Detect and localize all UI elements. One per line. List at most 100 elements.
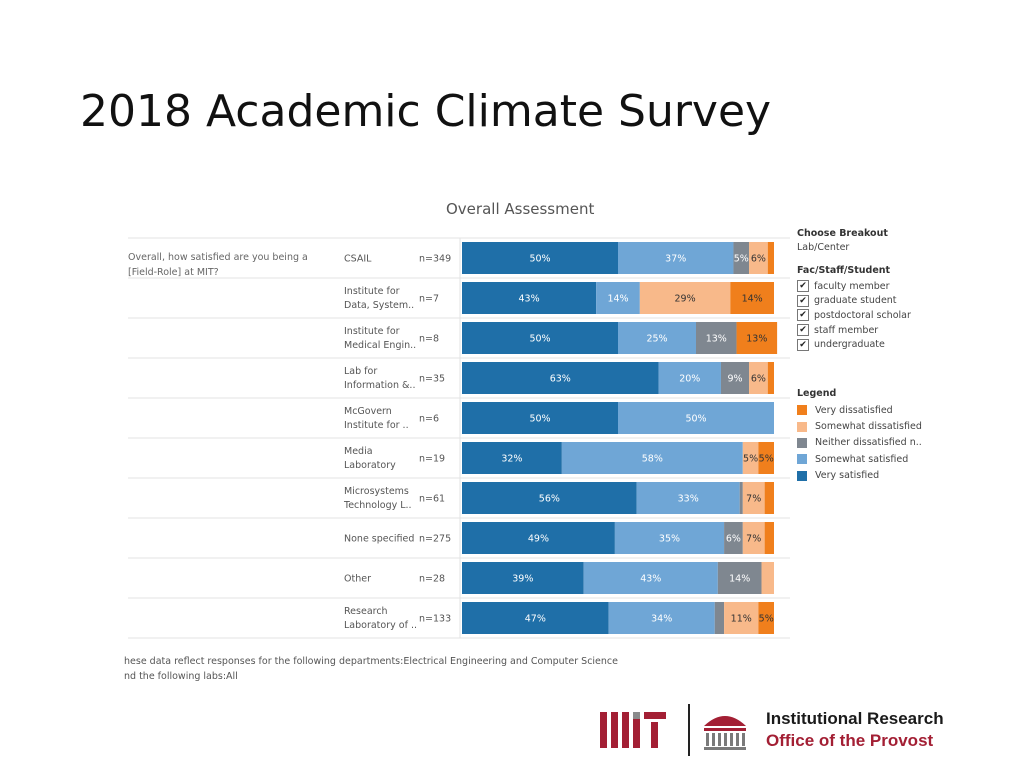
- data-label: 6%: [751, 254, 766, 265]
- legend-item: Very dissatisfied: [797, 402, 987, 418]
- category-label: CSAIL: [344, 254, 372, 265]
- footnote-line-1: hese data reflect responses for the foll…: [124, 656, 618, 667]
- filter-option[interactable]: ✔ undergraduate: [797, 337, 987, 352]
- data-label: 39%: [512, 574, 533, 585]
- bar-segment: [462, 242, 618, 274]
- sample-size-label: n=133: [419, 614, 451, 625]
- checkbox-icon[interactable]: ✔: [797, 338, 809, 351]
- bar-segment: [596, 282, 640, 314]
- bar-segment: [764, 522, 774, 554]
- bar-segment: [618, 242, 734, 274]
- legend-label: Very satisfied: [815, 470, 880, 482]
- bar-segment: [462, 602, 609, 634]
- data-label: 29%: [675, 294, 696, 305]
- slide-title: 2018 Academic Climate Survey: [80, 86, 772, 137]
- category-label: Institute for Data, System..: [344, 286, 414, 311]
- data-label: 43%: [519, 294, 540, 305]
- filter-option[interactable]: ✔ staff member: [797, 323, 987, 338]
- sample-size-label: n=349: [419, 254, 451, 265]
- data-label: 25%: [646, 334, 667, 345]
- bar-segment: [724, 522, 743, 554]
- checkbox-icon[interactable]: ✔: [797, 324, 809, 337]
- filter-label: staff member: [814, 324, 879, 336]
- legend-label: Somewhat dissatisfied: [815, 421, 922, 433]
- filter-label: undergraduate: [814, 339, 885, 351]
- bar-segment: [658, 362, 721, 394]
- survey-question: Overall, how satisfied are you being a […: [128, 252, 308, 278]
- bar-segment: [761, 562, 774, 594]
- data-label: 47%: [525, 614, 546, 625]
- data-label: 14%: [729, 574, 750, 585]
- bar-segment: [696, 322, 737, 354]
- bar-segment: [742, 522, 765, 554]
- data-label: 14%: [742, 294, 763, 305]
- legend-item: Somewhat dissatisfied: [797, 418, 987, 434]
- data-label: 7%: [746, 494, 761, 505]
- filter-list: ✔ faculty member ✔ graduate student ✔ postdoc…: [797, 279, 987, 352]
- data-label: 5%: [734, 254, 749, 265]
- data-label: 34%: [651, 614, 672, 625]
- checkbox-icon[interactable]: ✔: [797, 280, 809, 293]
- data-label: 50%: [529, 414, 550, 425]
- sample-size-label: n=8: [419, 334, 439, 345]
- bar-segment: [618, 402, 774, 434]
- chart-title: Overall Assessment: [446, 200, 595, 218]
- legend-header: Legend: [797, 387, 837, 399]
- control-panel: Choose Breakout Lab/Center Fac/Staff/Stu…: [797, 228, 987, 484]
- logo-line-2: Office of the Provost: [766, 731, 934, 750]
- data-label: 20%: [679, 374, 700, 385]
- sample-size-label: n=6: [419, 414, 439, 425]
- data-label: 13%: [746, 334, 767, 345]
- data-label: 13%: [706, 334, 727, 345]
- checkbox-icon[interactable]: ✔: [797, 309, 809, 322]
- bar-segment: [767, 362, 774, 394]
- mit-logo-icon: [600, 704, 746, 756]
- sample-size-label: n=19: [419, 454, 445, 465]
- filter-label: graduate student: [814, 295, 897, 307]
- data-label: 11%: [731, 614, 752, 625]
- legend-swatch: [797, 470, 807, 481]
- data-label: 50%: [529, 334, 550, 345]
- legend-swatch: [797, 454, 807, 465]
- filter-label: postdoctoral scholar: [814, 309, 911, 321]
- data-label: 33%: [678, 494, 699, 505]
- bar-segment: [764, 482, 774, 514]
- bar-segment: [717, 562, 762, 594]
- sample-size-label: n=275: [419, 534, 451, 545]
- legend-item: Neither dissatisfied n..: [797, 435, 987, 451]
- breakout-selector[interactable]: Lab/Center: [797, 242, 850, 253]
- breakout-header: Choose Breakout: [797, 228, 888, 239]
- bar-segment: [749, 242, 768, 274]
- bar-segment: [462, 522, 615, 554]
- category-label: Research Laboratory of ..: [344, 606, 417, 631]
- checkbox-icon[interactable]: ✔: [797, 294, 809, 307]
- data-label: 5%: [759, 454, 774, 465]
- footnote-line-2: nd the following labs:All: [124, 671, 238, 682]
- data-label: 49%: [528, 534, 549, 545]
- data-label: 6%: [726, 534, 741, 545]
- bar-segment: [730, 282, 774, 314]
- bar-segment: [720, 362, 750, 394]
- bar-segment: [739, 482, 743, 514]
- category-label: Other: [344, 574, 371, 585]
- sample-size-label: n=7: [419, 294, 439, 305]
- logo-line-1: Institutional Research: [766, 709, 944, 728]
- bar-segment: [618, 322, 696, 354]
- data-label: 50%: [685, 414, 706, 425]
- data-label: 9%: [727, 374, 742, 385]
- bar-segment: [462, 362, 659, 394]
- legend-swatch: [797, 421, 807, 432]
- filter-option[interactable]: ✔ faculty member: [797, 279, 987, 294]
- legend-label: Very dissatisfied: [815, 404, 893, 416]
- bar-segment: [462, 562, 584, 594]
- data-label: 5%: [743, 454, 758, 465]
- category-label: Institute for Medical Engin..: [344, 326, 416, 351]
- data-label: 5%: [759, 614, 774, 625]
- sample-size-label: n=61: [419, 494, 445, 505]
- bar-segment: [608, 602, 715, 634]
- filter-option[interactable]: ✔ postdoctoral scholar: [797, 308, 987, 323]
- bar-segment: [767, 242, 774, 274]
- sample-size-label: n=35: [419, 374, 445, 385]
- bar-segment: [733, 242, 750, 274]
- filter-option[interactable]: ✔ graduate student: [797, 294, 987, 309]
